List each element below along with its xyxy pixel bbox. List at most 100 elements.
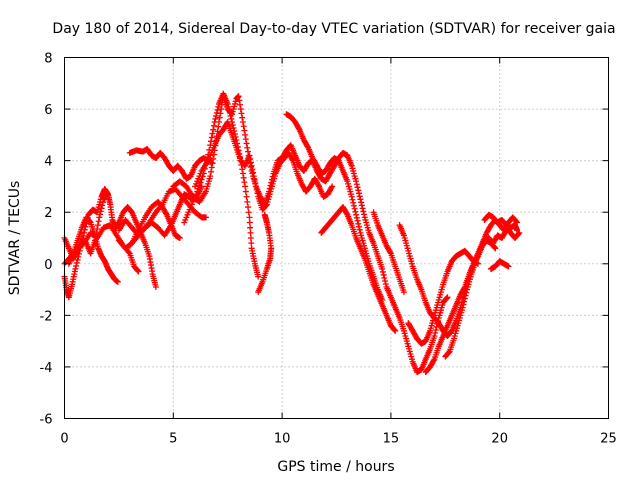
data-point bbox=[226, 106, 233, 113]
data-point bbox=[202, 161, 209, 168]
data-point bbox=[201, 165, 208, 172]
data-point bbox=[240, 123, 247, 130]
grid bbox=[64, 57, 609, 419]
data-point bbox=[251, 176, 258, 183]
data-point bbox=[252, 179, 259, 186]
data-point bbox=[430, 357, 437, 364]
data-point bbox=[247, 235, 254, 241]
data-point bbox=[387, 249, 394, 256]
data-point bbox=[248, 240, 255, 247]
data-point bbox=[234, 140, 241, 147]
series-arc-15 bbox=[370, 209, 407, 296]
data-point bbox=[237, 101, 244, 108]
data-point bbox=[229, 118, 236, 125]
data-point bbox=[355, 190, 362, 197]
data-point bbox=[239, 114, 246, 121]
data-point bbox=[125, 249, 132, 256]
data-point bbox=[295, 125, 302, 132]
series-arc-19 bbox=[422, 214, 521, 376]
data-point bbox=[239, 118, 246, 125]
data-point bbox=[354, 184, 361, 191]
data-point bbox=[81, 229, 88, 236]
data-point bbox=[515, 230, 522, 237]
data-point bbox=[516, 229, 523, 236]
x-tick-label: 20 bbox=[491, 432, 508, 447]
data-point bbox=[94, 222, 101, 229]
data-point bbox=[350, 199, 357, 206]
data-point bbox=[356, 226, 363, 233]
data-point bbox=[207, 173, 214, 180]
data-point bbox=[228, 115, 235, 122]
data-point bbox=[239, 166, 246, 173]
data-point bbox=[328, 184, 335, 191]
data-point bbox=[231, 127, 238, 134]
data-point bbox=[211, 118, 218, 125]
data-point bbox=[353, 178, 360, 185]
data-point bbox=[460, 301, 467, 308]
data-point bbox=[226, 109, 233, 116]
data-point bbox=[250, 169, 257, 176]
data-point bbox=[227, 112, 234, 119]
plot-border bbox=[64, 57, 609, 419]
data-point bbox=[234, 143, 241, 150]
data-point bbox=[242, 131, 249, 138]
x-tick-label: 5 bbox=[169, 432, 177, 447]
data-point bbox=[360, 208, 367, 215]
data-point bbox=[202, 214, 209, 221]
data-point bbox=[248, 162, 255, 169]
series-arc-17 bbox=[405, 247, 481, 347]
data-point bbox=[353, 214, 360, 221]
data-point bbox=[97, 211, 104, 218]
data-point bbox=[431, 332, 438, 339]
data-point bbox=[315, 182, 322, 189]
y-tick-label: -4 bbox=[40, 361, 53, 376]
data-point bbox=[200, 170, 207, 177]
data-point bbox=[244, 198, 251, 205]
data-point bbox=[213, 112, 220, 119]
data-point bbox=[208, 164, 215, 171]
data-point bbox=[247, 155, 254, 162]
data-point bbox=[197, 179, 204, 186]
y-tick-label: 2 bbox=[44, 206, 52, 221]
data-point bbox=[216, 114, 223, 121]
data-point bbox=[207, 142, 214, 149]
y-axis-label: SDTVAR / TECUs bbox=[7, 181, 23, 296]
data-point bbox=[240, 174, 247, 181]
data-point bbox=[95, 218, 102, 225]
x-tick-label: 10 bbox=[274, 432, 291, 447]
data-point bbox=[353, 181, 360, 188]
data-point bbox=[379, 265, 386, 272]
data-point bbox=[195, 185, 202, 192]
data-point bbox=[247, 159, 254, 166]
data-point bbox=[392, 327, 399, 334]
data-point bbox=[99, 202, 106, 209]
data-point bbox=[352, 208, 359, 215]
data-point bbox=[239, 170, 246, 177]
data-point bbox=[199, 173, 206, 180]
data-point bbox=[210, 126, 217, 133]
data-point bbox=[462, 292, 469, 299]
data-point bbox=[214, 106, 221, 113]
data-point bbox=[224, 100, 231, 107]
data-point bbox=[152, 283, 159, 290]
data-point bbox=[176, 235, 183, 241]
data-point bbox=[104, 192, 111, 199]
data-point bbox=[246, 219, 253, 226]
series-arc-12 bbox=[255, 211, 275, 296]
data-point bbox=[243, 193, 250, 200]
data-point bbox=[355, 220, 362, 227]
data-point bbox=[379, 268, 386, 275]
data-point bbox=[74, 256, 81, 263]
data-point bbox=[254, 190, 261, 197]
data-point bbox=[359, 205, 366, 212]
data-point bbox=[247, 224, 254, 231]
data-point bbox=[230, 124, 237, 131]
data-point bbox=[358, 202, 365, 209]
data-point bbox=[215, 123, 222, 130]
data-point bbox=[361, 211, 368, 218]
data-point bbox=[505, 263, 512, 270]
data-point bbox=[400, 289, 407, 296]
data-point bbox=[105, 191, 112, 198]
data-point bbox=[381, 274, 388, 281]
